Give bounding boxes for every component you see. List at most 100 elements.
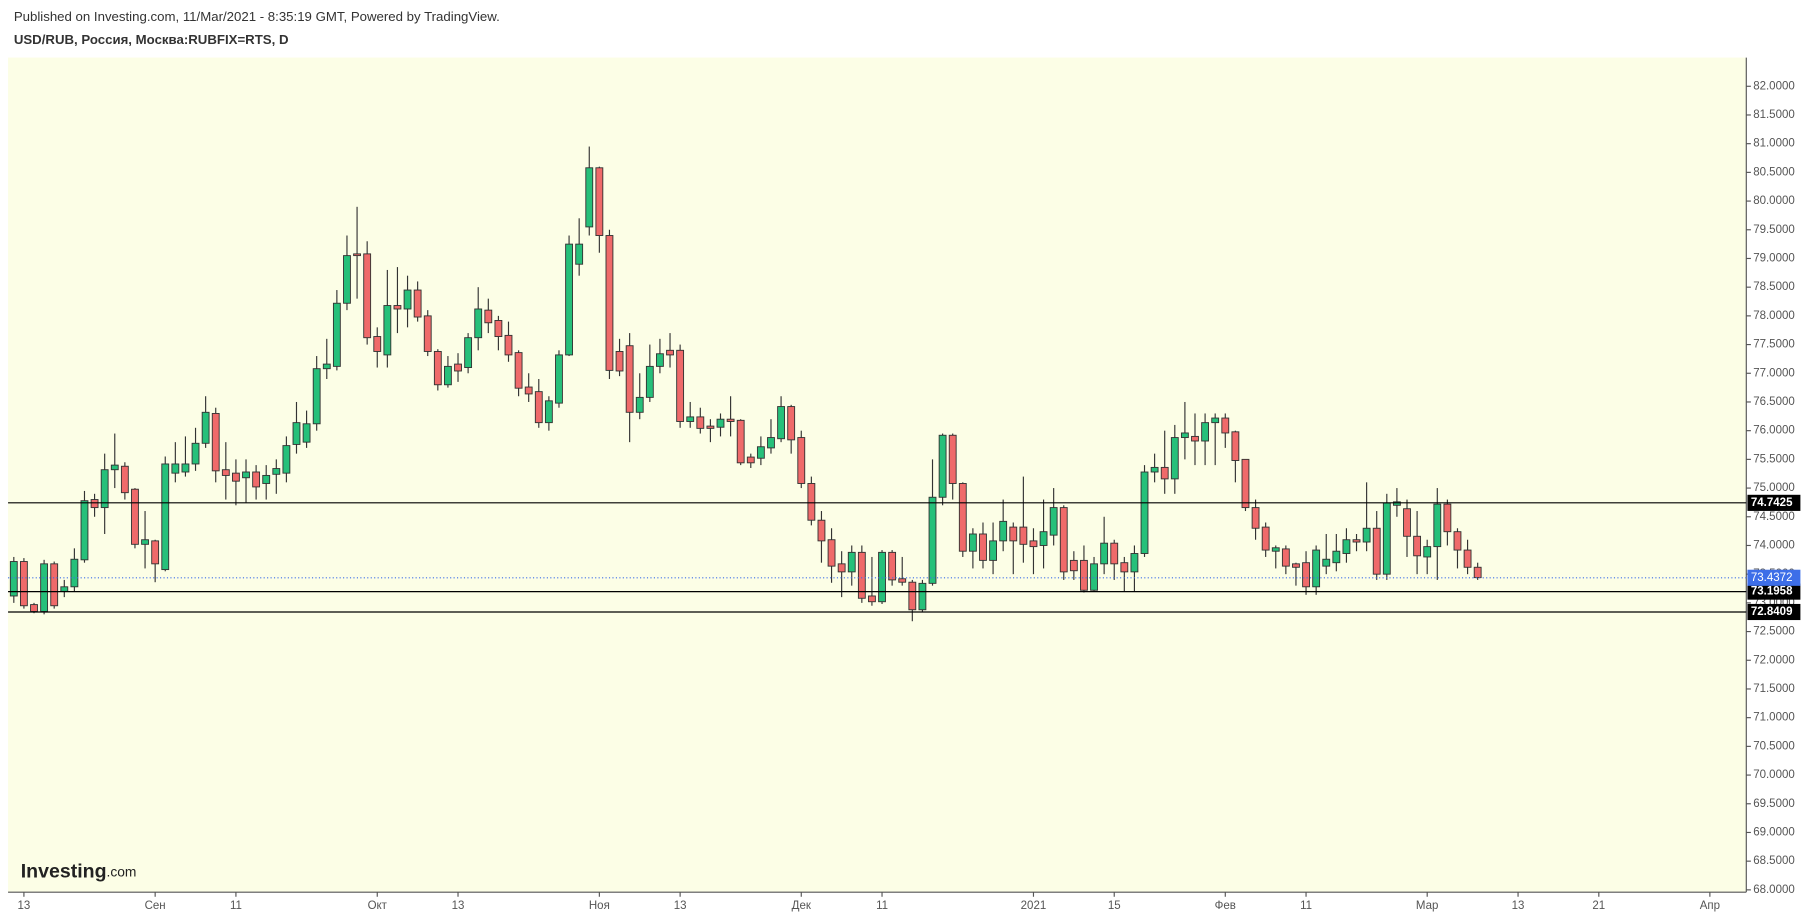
candle-body <box>1231 431 1240 461</box>
candle-body <box>423 315 432 352</box>
candle-body <box>1140 471 1149 554</box>
last-price-tag <box>1747 569 1801 586</box>
y-tick-label: 75.0000 <box>1753 482 1795 494</box>
candle-body <box>888 551 897 581</box>
candle-body <box>312 368 321 425</box>
x-tick-label: Апр <box>1700 900 1720 912</box>
x-tick-label: Окт <box>368 900 388 912</box>
candle-body <box>878 551 886 603</box>
level-tag <box>1747 603 1801 621</box>
candle-body <box>1251 507 1260 529</box>
candle-body <box>1403 508 1411 537</box>
y-tick-label: 70.5000 <box>1753 740 1795 752</box>
y-tick-label: 80.0000 <box>1753 195 1795 207</box>
candle-body <box>1443 503 1452 533</box>
y-tick-label: 69.5000 <box>1753 798 1795 810</box>
candle-body <box>666 349 674 356</box>
y-tick-label: 74.0000 <box>1753 540 1795 552</box>
level-label: 72.8409 <box>1751 606 1793 618</box>
candle-body <box>787 406 796 441</box>
candle-body <box>827 539 836 567</box>
candle-body <box>322 363 331 370</box>
chart-title: USD/RUB, Россия, Москва:RUBFIX=RTS, D <box>14 32 289 47</box>
candle-body <box>232 472 240 482</box>
candle-body <box>1322 558 1331 567</box>
candle-body <box>857 551 866 599</box>
x-tick-label: 11 <box>230 900 242 912</box>
y-tick-label: 81.0000 <box>1753 138 1795 150</box>
candle-body <box>595 167 604 236</box>
candle-body <box>635 396 644 413</box>
candle-body <box>868 595 876 603</box>
candle-body <box>221 469 230 476</box>
candle-body <box>716 418 725 428</box>
published-note: Published on Investing.com, 11/Mar/2021 … <box>14 9 500 24</box>
candle-body <box>1120 562 1129 573</box>
candle-body <box>625 345 634 413</box>
y-tick-label: 69.0000 <box>1753 827 1795 839</box>
y-tick-label: 72.0000 <box>1753 654 1795 666</box>
candle-body <box>1302 562 1310 588</box>
candle-body <box>524 386 533 395</box>
candle-body <box>100 469 109 509</box>
candle-body <box>444 365 452 386</box>
candle-body <box>686 416 695 422</box>
candle-body <box>242 471 250 479</box>
x-tick-label: Дек <box>792 900 812 912</box>
candle-body <box>40 563 49 612</box>
y-tick-label: 77.5000 <box>1753 339 1795 351</box>
x-tick-label: 15 <box>1108 900 1121 912</box>
x-tick-label: Сен <box>145 900 166 912</box>
candle-body <box>585 167 594 228</box>
candle-body <box>1160 466 1169 480</box>
candle-body <box>898 578 907 583</box>
candle-body <box>403 289 412 310</box>
logo-main: Investing <box>21 861 107 883</box>
candle-body <box>656 353 664 367</box>
candle-body <box>817 519 826 542</box>
candle-body <box>70 558 79 588</box>
candle-body <box>454 363 462 372</box>
y-tick-label: 70.0000 <box>1753 769 1795 781</box>
candle-body <box>1312 549 1321 588</box>
x-tick-label: Фев <box>1215 900 1236 912</box>
candle-body <box>252 471 261 488</box>
y-tick-label: 78.0000 <box>1753 310 1795 322</box>
y-tick-label: 82.0000 <box>1753 80 1795 92</box>
x-tick-label: 2021 <box>1021 900 1047 912</box>
candle-body <box>534 391 543 424</box>
candle-body <box>1059 507 1068 573</box>
candle-body <box>989 540 997 561</box>
y-tick-label: 68.5000 <box>1753 855 1795 867</box>
candle-body <box>464 337 473 368</box>
candle-body <box>565 243 573 356</box>
candle-body <box>110 464 119 471</box>
candle-body <box>1241 458 1250 509</box>
candle-body <box>141 539 149 545</box>
candle-body <box>9 561 18 597</box>
x-tick-label: 11 <box>1300 900 1312 912</box>
candle-body <box>938 434 947 498</box>
y-tick-label: 71.0000 <box>1753 712 1795 724</box>
candle-body <box>968 533 977 552</box>
candle-body <box>1261 526 1270 551</box>
candle-body <box>615 350 624 372</box>
y-tick-label: 77.0000 <box>1753 367 1795 379</box>
candle-body <box>1433 503 1442 548</box>
candle-body <box>373 336 382 352</box>
candle-body <box>363 253 372 339</box>
candle-body <box>777 406 785 440</box>
plot-background <box>8 57 1747 893</box>
candle-body <box>1170 437 1179 480</box>
level-label: 73.1958 <box>1751 586 1793 598</box>
candle-body <box>958 483 967 552</box>
candle-body <box>292 422 301 445</box>
candle-body <box>131 488 139 545</box>
candle-body <box>272 468 281 475</box>
candle-body <box>1039 531 1048 546</box>
x-tick-label: Мар <box>1416 900 1439 912</box>
candle-body <box>1090 563 1098 591</box>
candle-body <box>181 463 190 473</box>
y-tick-label: 74.5000 <box>1753 511 1795 523</box>
y-tick-label: 68.0000 <box>1753 884 1795 896</box>
